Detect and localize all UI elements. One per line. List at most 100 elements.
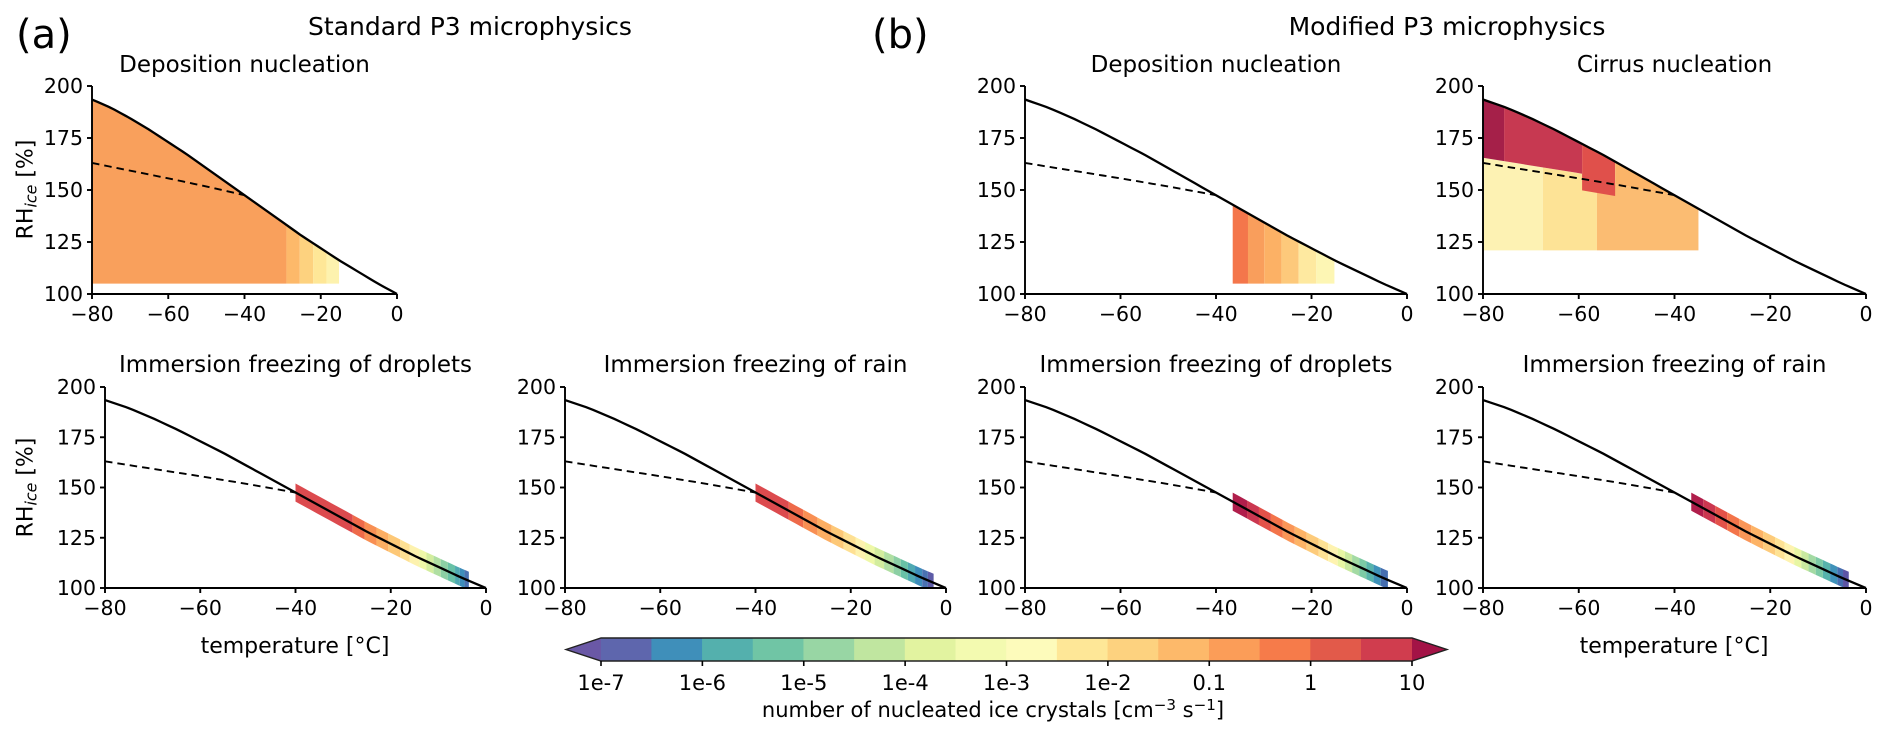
y-tick-label: 150 xyxy=(1435,476,1474,500)
y-tick-label: 150 xyxy=(977,476,1016,500)
colorbar-tick-label: 1e-3 xyxy=(983,671,1030,695)
title-b-deposition: Deposition nucleation xyxy=(1090,52,1342,78)
water-saturation-curve xyxy=(104,398,487,590)
y-tick-label: 125 xyxy=(57,526,96,550)
x-tick-label: −80 xyxy=(1003,596,1046,620)
suptitle-modified-p3: Modified P3 microphysics xyxy=(1288,12,1606,41)
homogeneous-freezing-threshold-line xyxy=(1024,162,1217,197)
y-tick-label: 125 xyxy=(1435,526,1474,550)
suptitle-standard-p3: Standard P3 microphysics xyxy=(308,12,632,41)
y-tick-label: 175 xyxy=(977,126,1016,150)
y-tick-label: 200 xyxy=(44,74,83,98)
y-tick-label: 200 xyxy=(517,375,556,399)
colorbar-segment xyxy=(1158,638,1210,661)
axes-spines xyxy=(1024,86,1407,295)
x-tick-label: −80 xyxy=(83,596,126,620)
immersion-band-segment xyxy=(927,571,934,588)
y-tick-label: 100 xyxy=(44,282,83,306)
colorbar-segment xyxy=(752,638,805,661)
y-tick-label: 175 xyxy=(977,425,1016,449)
colorbar-tick-label: 1e-5 xyxy=(780,671,827,695)
deposition-fill-segment xyxy=(1281,232,1299,284)
y-tick-label: 200 xyxy=(977,74,1016,98)
title-a-deposition: Deposition nucleation xyxy=(119,52,370,78)
plot-a_drop: −80 −60 −40 −20 0 100 125 150 175 200 xyxy=(57,375,493,620)
cirrus-lower-segment xyxy=(1483,157,1543,251)
cirrus-upper-segment xyxy=(1483,99,1505,162)
colorbar-right-arrow xyxy=(1412,638,1447,661)
homogeneous-freezing-threshold-line xyxy=(1482,162,1675,197)
colorbar-segment xyxy=(854,638,906,661)
y-tick-label: 175 xyxy=(1435,126,1474,150)
water-saturation-curve xyxy=(1482,98,1867,296)
x-tick-label: −20 xyxy=(1290,302,1333,326)
colorbar-caption-text: ] xyxy=(1215,697,1225,722)
colorbar-tick-label: 1e-6 xyxy=(679,671,726,695)
x-tick-label: −40 xyxy=(734,596,777,620)
y-tick-label: 100 xyxy=(517,576,556,600)
y-tick-label: 175 xyxy=(517,425,556,449)
y-tick-label: 125 xyxy=(977,526,1016,550)
y-tick-label: 150 xyxy=(1435,178,1474,202)
colorbar-segment xyxy=(955,638,1007,661)
x-tick-label: −20 xyxy=(1749,596,1792,620)
x-axis-label-b: temperature [°C] xyxy=(1579,634,1769,659)
colorbar-tick-label: 10 xyxy=(1399,671,1426,695)
x-tick-label: −60 xyxy=(147,302,190,326)
x-tick-label: −20 xyxy=(369,596,412,620)
y-tick-label: 125 xyxy=(1435,230,1474,254)
title-b-immersion-rain: Immersion freezing of rain xyxy=(1522,352,1827,378)
x-tick-label: −20 xyxy=(829,596,872,620)
colorbar-tick-label: 1e-7 xyxy=(577,671,624,695)
colorbar-caption: number of nucleated ice crystals [cm−3 s… xyxy=(643,696,1343,722)
x-axis-label-a: temperature [°C] xyxy=(200,634,390,659)
title-a-immersion-droplets: Immersion freezing of droplets xyxy=(118,352,473,378)
homogeneous-freezing-threshold-line xyxy=(1024,460,1217,494)
colorbar-left-arrow xyxy=(566,638,601,661)
y-tick-label: 100 xyxy=(1435,576,1474,600)
x-tick-label: −20 xyxy=(1290,596,1333,620)
plot-a_rain: −80 −60 −40 −20 0 100 125 150 175 200 xyxy=(517,375,953,620)
x-tick-label: −80 xyxy=(1003,302,1046,326)
colorbar-tick-label: 1e-4 xyxy=(882,671,929,695)
x-tick-label: −80 xyxy=(543,596,586,620)
deposition-fill-segment xyxy=(1298,241,1317,284)
x-tick-label: −60 xyxy=(1557,302,1600,326)
y-tick-label: 150 xyxy=(517,476,556,500)
water-saturation-curve xyxy=(91,98,398,296)
x-tick-label: 0 xyxy=(1859,596,1872,620)
cirrus-lower-segment xyxy=(1596,176,1699,251)
x-tick-label: 0 xyxy=(1400,302,1413,326)
title-a-immersion-rain: Immersion freezing of rain xyxy=(603,352,908,378)
title-b-immersion-droplets: Immersion freezing of droplets xyxy=(1039,352,1393,378)
x-tick-label: −40 xyxy=(1194,302,1237,326)
x-tick-label: −60 xyxy=(1557,596,1600,620)
x-tick-label: −40 xyxy=(223,302,266,326)
plot-b_drop: −80 −60 −40 −20 0 100 125 150 175 200 xyxy=(977,375,1414,620)
y-tick-label: 100 xyxy=(57,576,96,600)
colorbar-segment xyxy=(1361,638,1413,661)
homogeneous-freezing-threshold-line xyxy=(564,460,756,494)
x-tick-label: 0 xyxy=(1859,302,1872,326)
x-tick-label: −20 xyxy=(1749,302,1792,326)
y-tick-label: 100 xyxy=(1435,282,1474,306)
y-tick-label: 125 xyxy=(977,230,1016,254)
colorbar-caption-text: number of nucleated ice crystals [cm xyxy=(761,697,1154,722)
homogeneous-freezing-threshold-line xyxy=(1482,460,1675,494)
y-tick-label: 150 xyxy=(44,178,83,202)
deposition-fill-segment xyxy=(1232,204,1248,284)
colorbar-segment xyxy=(803,638,855,661)
y-tick-label: 200 xyxy=(977,375,1016,399)
colorbar-segment xyxy=(702,638,754,661)
water-saturation-curve xyxy=(564,398,947,590)
water-saturation-curve xyxy=(1024,398,1408,590)
y-tick-label: 100 xyxy=(977,282,1016,306)
colorbar-segment xyxy=(1208,638,1261,661)
y-tick-label: 175 xyxy=(44,126,83,150)
y-tick-label: 200 xyxy=(57,375,96,399)
deposition-fill-segment xyxy=(299,234,314,284)
water-saturation-curve xyxy=(1482,398,1867,590)
plot-b_cir: −80 −60 −40 −20 0 100 125 150 175 200 xyxy=(1435,74,1873,326)
y-tick-label: 175 xyxy=(1435,425,1474,449)
